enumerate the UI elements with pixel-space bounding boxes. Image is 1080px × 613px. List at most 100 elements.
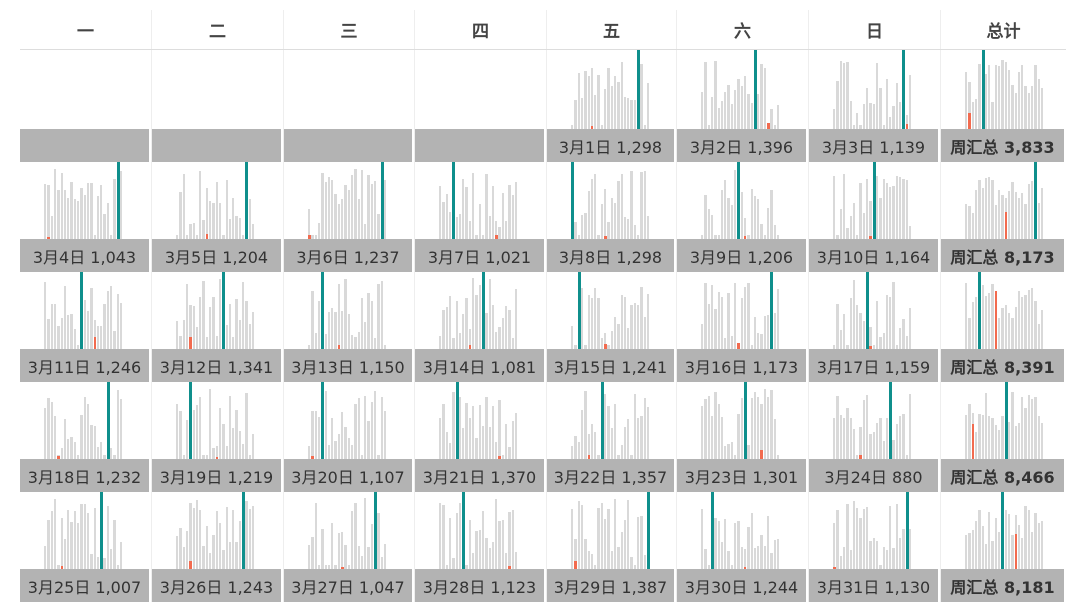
- bar: [734, 522, 737, 569]
- bar: [753, 195, 757, 239]
- bar: [988, 415, 991, 459]
- bar: [839, 556, 842, 569]
- mini-bar-chart: [152, 492, 283, 569]
- bar: [458, 503, 462, 569]
- bar: [448, 212, 452, 239]
- bar: [859, 125, 862, 129]
- bar: [763, 388, 767, 459]
- mini-bar-chart: [809, 50, 940, 129]
- bar: [720, 416, 724, 459]
- bar: [337, 433, 341, 459]
- mini-bar-chart: [20, 272, 151, 349]
- bar: [984, 177, 988, 239]
- bar: [1017, 290, 1021, 349]
- bar: [590, 67, 594, 129]
- bar: [337, 203, 341, 239]
- bar: [458, 396, 462, 459]
- day-cell: 3月29日 1,387: [546, 492, 676, 602]
- bar: [617, 180, 620, 239]
- bar: [574, 435, 577, 459]
- bar: [377, 512, 380, 569]
- bar: [242, 235, 245, 239]
- bar: [202, 220, 205, 239]
- bar: [334, 312, 337, 349]
- bar: [623, 97, 627, 129]
- bar: [77, 523, 80, 569]
- day-cell: 3月20日 1,107: [283, 382, 414, 492]
- bar: [640, 287, 643, 349]
- bar: [380, 396, 383, 459]
- bar: [597, 235, 600, 239]
- bar: [47, 519, 50, 569]
- bar: [889, 116, 892, 129]
- bar: [852, 202, 856, 239]
- bar: [53, 304, 57, 349]
- bar: [587, 191, 590, 239]
- current-marker-line: [1034, 162, 1038, 239]
- bar: [613, 316, 617, 349]
- bar: [357, 398, 360, 459]
- bar: [488, 215, 491, 239]
- day-cell: 3月30日 1,244: [676, 492, 808, 602]
- bar: [750, 397, 753, 459]
- bar: [212, 202, 215, 239]
- bar: [452, 558, 455, 569]
- bar: [776, 235, 780, 239]
- bar: [458, 214, 462, 239]
- bar: [623, 519, 627, 569]
- bar: [879, 87, 882, 129]
- highlight-bar-red: [468, 345, 472, 349]
- bar: [643, 555, 646, 569]
- bar: [842, 547, 846, 569]
- bar: [743, 218, 747, 239]
- bar: [1014, 306, 1017, 349]
- bar: [757, 333, 760, 349]
- bar: [730, 565, 734, 569]
- bar: [869, 326, 872, 349]
- bar: [80, 503, 83, 569]
- bar: [770, 189, 773, 239]
- bar: [347, 314, 350, 349]
- bar: [908, 225, 912, 239]
- bar: [971, 529, 974, 569]
- bar: [251, 506, 255, 569]
- day-label: 3月14日 1,081: [415, 349, 546, 382]
- bar: [93, 235, 96, 239]
- bar: [714, 309, 717, 349]
- week-total-cell: 周汇总 3,833: [940, 50, 1066, 162]
- current-marker-line: [100, 492, 104, 569]
- day-label: 3月16日 1,173: [677, 349, 808, 382]
- current-marker-line: [481, 272, 485, 349]
- week-total-label: 周汇总 3,833: [941, 129, 1066, 162]
- bar: [724, 91, 727, 129]
- bar: [189, 305, 192, 349]
- bar: [222, 549, 225, 569]
- day-label: 3月2日 1,396: [677, 129, 808, 162]
- bar: [350, 335, 354, 349]
- bar: [984, 73, 988, 129]
- bar: [442, 309, 445, 349]
- bar: [701, 92, 704, 129]
- current-marker-line: [737, 162, 741, 239]
- bar: [767, 207, 770, 239]
- bar: [439, 336, 442, 349]
- highlight-bar-red: [743, 235, 747, 239]
- bar: [971, 102, 974, 129]
- week-total-cell: 周汇总 8,181: [940, 492, 1066, 602]
- day-cell: 3月23日 1,301: [676, 382, 808, 492]
- bar: [1021, 192, 1024, 239]
- bar: [859, 427, 862, 459]
- bar: [1037, 79, 1040, 129]
- bar: [354, 168, 357, 239]
- mini-bar-chart: [547, 382, 676, 459]
- bar: [767, 516, 770, 569]
- mini-bar-chart: [284, 162, 414, 239]
- bar: [1001, 307, 1004, 349]
- bar: [475, 437, 478, 459]
- bar: [475, 294, 478, 349]
- bar: [998, 317, 1001, 349]
- bar: [103, 303, 106, 349]
- bar: [836, 81, 839, 129]
- bar: [1040, 423, 1044, 459]
- bar: [895, 504, 899, 569]
